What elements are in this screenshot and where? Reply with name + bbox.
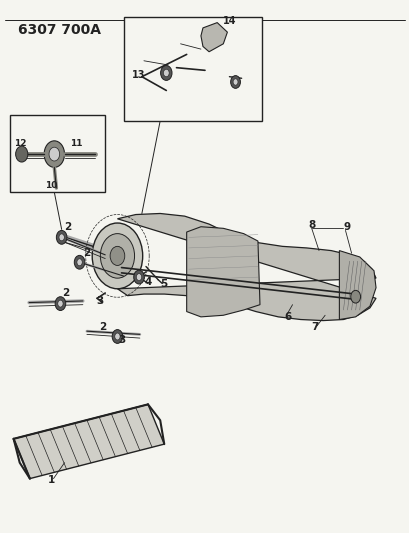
Text: 4: 4 [144,277,152,287]
Circle shape [160,66,172,80]
Polygon shape [117,214,375,320]
Text: 5: 5 [160,279,167,289]
Circle shape [112,329,122,343]
Text: 2: 2 [83,248,90,258]
Circle shape [58,300,63,307]
Circle shape [136,273,142,280]
Circle shape [74,255,85,269]
FancyBboxPatch shape [123,17,261,120]
Text: 6307 700A: 6307 700A [18,22,101,37]
Circle shape [77,259,82,266]
Text: 7: 7 [311,322,318,332]
Text: 10: 10 [45,181,58,190]
Circle shape [233,79,237,85]
Text: 6: 6 [284,311,291,321]
FancyBboxPatch shape [9,115,105,192]
Circle shape [92,223,142,289]
Polygon shape [339,251,375,319]
Circle shape [133,270,144,284]
Circle shape [55,297,65,311]
Text: 12: 12 [13,139,26,148]
Circle shape [115,333,120,340]
Text: 14: 14 [223,15,236,26]
Circle shape [230,76,240,88]
Text: 11: 11 [70,139,82,148]
Circle shape [59,234,64,241]
Circle shape [100,233,134,278]
Text: 2: 2 [62,288,70,297]
Polygon shape [200,22,227,52]
Circle shape [16,146,28,162]
Circle shape [56,230,67,244]
Text: 3: 3 [96,296,103,305]
Text: 3: 3 [118,335,126,345]
Circle shape [49,147,59,161]
Circle shape [350,290,360,303]
Polygon shape [186,227,259,317]
Circle shape [163,69,169,77]
Text: 2: 2 [64,222,72,232]
Text: 2: 2 [99,322,106,332]
Text: 9: 9 [343,222,350,232]
Text: 13: 13 [131,70,145,80]
Text: 8: 8 [308,220,315,230]
Text: 1: 1 [48,475,55,485]
Polygon shape [13,405,164,479]
Circle shape [110,246,124,265]
Circle shape [44,141,64,167]
